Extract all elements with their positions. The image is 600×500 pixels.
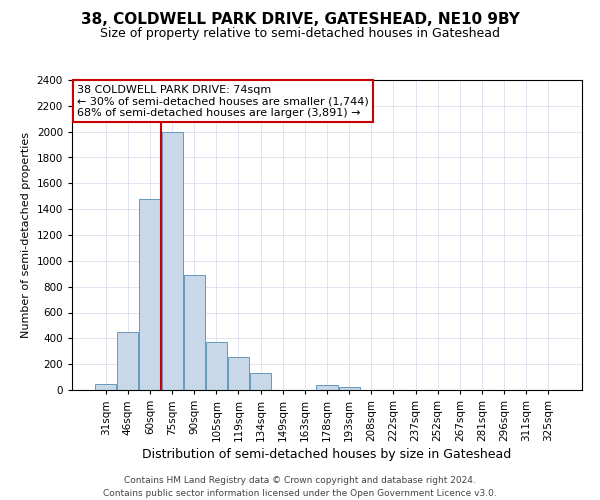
Text: 38, COLDWELL PARK DRIVE, GATESHEAD, NE10 9BY: 38, COLDWELL PARK DRIVE, GATESHEAD, NE10… bbox=[80, 12, 520, 28]
Text: Contains HM Land Registry data © Crown copyright and database right 2024.
Contai: Contains HM Land Registry data © Crown c… bbox=[103, 476, 497, 498]
Y-axis label: Number of semi-detached properties: Number of semi-detached properties bbox=[21, 132, 31, 338]
Bar bbox=[95, 384, 116, 390]
Bar bbox=[338, 387, 359, 390]
Text: 38 COLDWELL PARK DRIVE: 74sqm
← 30% of semi-detached houses are smaller (1,744)
: 38 COLDWELL PARK DRIVE: 74sqm ← 30% of s… bbox=[77, 84, 369, 118]
Bar bbox=[250, 373, 271, 390]
Bar bbox=[184, 275, 205, 390]
Text: Size of property relative to semi-detached houses in Gateshead: Size of property relative to semi-detach… bbox=[100, 28, 500, 40]
Bar bbox=[316, 386, 338, 390]
X-axis label: Distribution of semi-detached houses by size in Gateshead: Distribution of semi-detached houses by … bbox=[142, 448, 512, 461]
Bar bbox=[228, 357, 249, 390]
Bar bbox=[161, 132, 182, 390]
Bar bbox=[139, 199, 160, 390]
Bar bbox=[118, 332, 139, 390]
Bar bbox=[206, 342, 227, 390]
